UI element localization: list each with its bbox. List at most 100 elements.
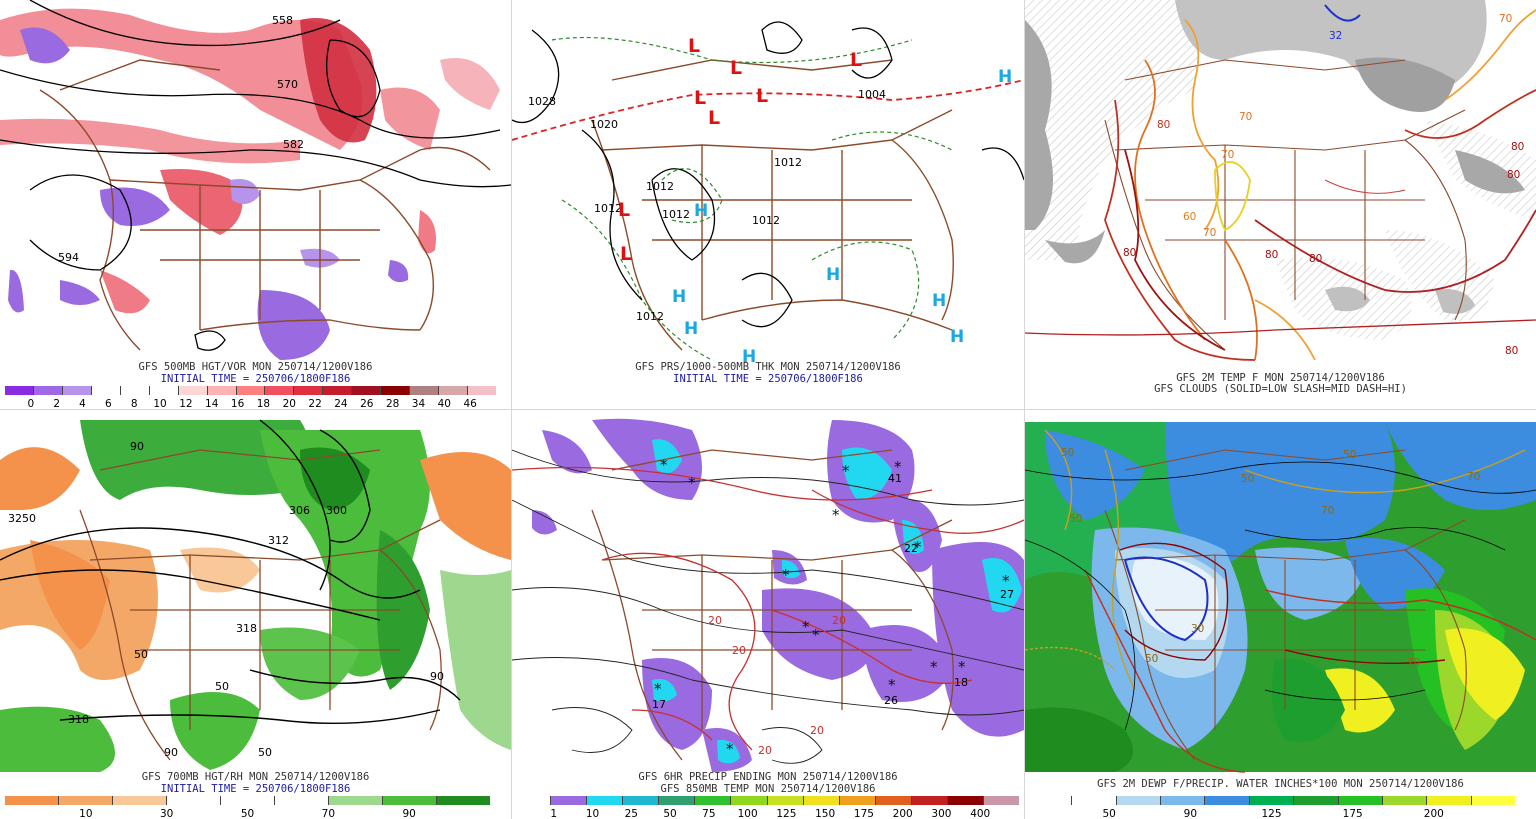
- map-title: GFS 500MB HGT/VOR MON 250714/1200V186: [138, 361, 373, 373]
- panel-divider: [0, 409, 1536, 410]
- precip-amount-label: 17: [652, 698, 666, 711]
- map-title: GFS 2M DEWP F/PRECIP. WATER INCHES*100 M…: [1097, 778, 1464, 790]
- panel-pressure-thickness: 1028 1020 1012 1012 1012 1012 1004 1012 …: [512, 0, 1024, 409]
- map-borders: [591, 59, 954, 351]
- low-pressure-marker: L: [620, 243, 632, 265]
- panel-700mb-hgt-rh: 3250 306 300 312 318 318 50 50 50 90 90 …: [0, 410, 511, 819]
- colorbar-swatch: [1382, 796, 1428, 805]
- high-pressure-marker: H: [742, 347, 756, 367]
- map-borders: [1104, 59, 1467, 351]
- high-pressure-marker: H: [950, 327, 964, 347]
- colorbar-swatch: [275, 796, 329, 805]
- contour-label: 3250: [8, 512, 36, 525]
- colorbar-swatch: [91, 386, 121, 395]
- colorbar-swatch: [1471, 796, 1515, 805]
- colorbar-swatch: [1028, 796, 1073, 805]
- precipitable-water-fill: [1025, 422, 1536, 772]
- colorbar-tick-label: 8: [130, 398, 138, 409]
- dewpoint-label: 50: [1069, 513, 1082, 525]
- temperature-labels: 32 70 70 60 70 80 80 80 70 80 80 80 80: [1123, 13, 1524, 357]
- precip-amount-label: 41: [888, 472, 902, 485]
- colorbar-tick-label: 70: [321, 808, 336, 819]
- colorbar-tick-label: 10: [79, 808, 93, 819]
- colorbar-swatch: [839, 796, 876, 805]
- precip-labels: 20 20 20 20 20 27 18 22 41 17 26: [652, 472, 1014, 757]
- colorbar-tick-label: 200: [1423, 808, 1444, 819]
- temperature-label: 20: [758, 744, 772, 757]
- temperature-label: 20: [708, 614, 722, 627]
- contour-label: 90: [430, 670, 444, 683]
- low-pressure-marker: L: [708, 107, 720, 129]
- low-pressure-marker: L: [756, 85, 768, 107]
- colorbar-tick-label: 150: [815, 808, 836, 819]
- colorbar-tick-label: 22: [308, 398, 322, 409]
- precipitation-fill: [532, 418, 1024, 772]
- colorbar-swatch: [62, 386, 92, 395]
- contour-label: 594: [58, 251, 79, 264]
- colorbar-tick-label: 10: [153, 398, 167, 409]
- svg-text:*: *: [888, 676, 896, 694]
- colorbar-swatch: [178, 386, 208, 395]
- colorbar-tick-label: 100: [737, 808, 758, 819]
- temperature-label: 80: [1309, 253, 1322, 265]
- svg-text:*: *: [894, 458, 902, 476]
- map-title: GFS 6HR PRECIP ENDING MON 250714/1200V18…: [638, 771, 898, 783]
- vorticity-colorbar: [5, 386, 496, 395]
- negative-vorticity-fill: [8, 27, 409, 360]
- colorbar-tick-label: 175: [1342, 808, 1363, 819]
- svg-text:*: *: [660, 456, 668, 474]
- colorbar-tick-label: 400: [970, 808, 991, 819]
- contour-label: 50: [134, 648, 148, 661]
- colorbar-swatch: [120, 386, 150, 395]
- colorbar-tick-label: 2: [53, 398, 61, 409]
- colorbar-tick-label: 14: [205, 398, 219, 409]
- relative-humidity-fill: [0, 420, 511, 772]
- initial-time: INITIAL TIME = 250706/1800F186: [673, 373, 863, 385]
- dewpoint-label: 50: [1145, 653, 1158, 665]
- temperature-contours: [1025, 9, 1536, 361]
- contour-label: 558: [272, 14, 293, 27]
- contour-label: 300: [326, 504, 347, 517]
- panel-500mb-hgt-vor: 558 570 582 594 GFS 500MB HGT/VOR MON 25…: [0, 0, 511, 409]
- temperature-label: 80: [1511, 141, 1524, 153]
- temperature-contours: [512, 449, 1024, 764]
- colorbar-swatch: [5, 796, 59, 805]
- colorbar-swatch: [695, 796, 732, 805]
- map-surface-pressure: 1028 1020 1012 1012 1012 1012 1004 1012 …: [512, 21, 1024, 367]
- colorbar-tick-label: 12: [179, 398, 193, 409]
- colorbar-swatch: [329, 796, 383, 805]
- precip-amount-label: 22: [904, 542, 918, 555]
- low-pressure-marker: L: [694, 87, 706, 109]
- dewpoint-contours: [1025, 429, 1536, 773]
- cloud-cover: [1025, 0, 1536, 340]
- colorbar-tick-label: 26: [360, 398, 374, 409]
- colorbar-tick-label: 34: [411, 398, 426, 409]
- colorbar-swatch: [659, 796, 696, 805]
- temperature-label: 80: [1265, 249, 1278, 261]
- colorbar-tick-label: 28: [385, 398, 400, 409]
- high-pressure-marker: H: [998, 67, 1012, 87]
- colorbar-swatch: [803, 796, 840, 805]
- colorbar-swatch: [875, 796, 912, 805]
- colorbar-swatch: [113, 796, 167, 805]
- temperature-label: 20: [732, 644, 746, 657]
- initial-time: INITIAL TIME = 250706/1800F186: [160, 373, 351, 385]
- contour-label: 318: [236, 622, 257, 635]
- contour-label: 50: [215, 680, 229, 693]
- colorbar-swatch: [984, 796, 1020, 805]
- high-pressure-marker: H: [694, 201, 708, 221]
- colorbar-tick-label: 200: [892, 808, 913, 819]
- contour-label: 318: [68, 713, 89, 726]
- colorbar-tick-label: 46: [463, 398, 477, 409]
- precip-amount-label: 26: [884, 694, 898, 707]
- dewpoint-label: 50: [1343, 449, 1356, 461]
- colorbar-swatch: [323, 386, 353, 395]
- colorbar-swatch: [294, 386, 324, 395]
- temperature-label: 70: [1203, 227, 1216, 239]
- map-title: GFS 2M TEMP F MON 250714/1200V186: [1176, 372, 1385, 384]
- svg-text:*: *: [812, 626, 820, 644]
- colorbar-tick-label: 0: [27, 398, 35, 409]
- freezing-contour: [1324, 4, 1361, 22]
- map-title: GFS PRS/1000-500MB THK MON 250714/1200V1…: [635, 361, 901, 373]
- colorbar-swatch: [1338, 796, 1383, 805]
